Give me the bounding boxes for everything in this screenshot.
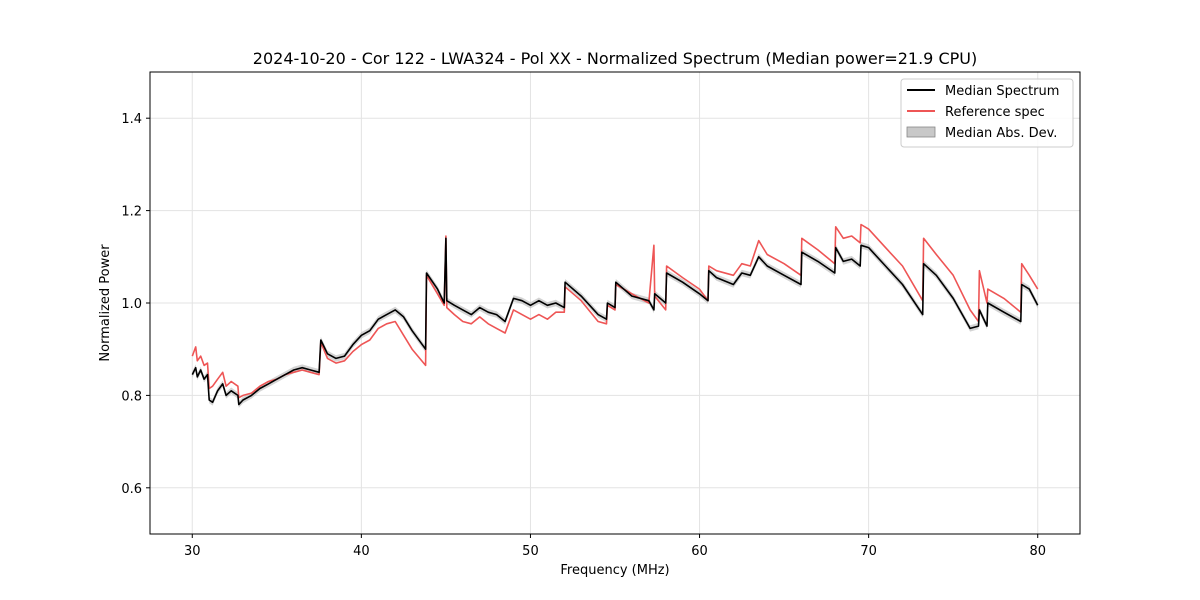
- legend-label-median: Median Spectrum: [945, 84, 1059, 99]
- y-tick-label: 0.6: [121, 482, 142, 497]
- x-axis-ticks: 30 40 50 60 70 80: [184, 534, 1046, 559]
- legend-label-reference: Reference spec: [945, 105, 1045, 120]
- y-tick-label: 0.8: [121, 389, 142, 404]
- y-axis-ticks: 0.6 0.8 1.0 1.2 1.4: [121, 112, 150, 497]
- y-tick-label: 1.2: [121, 205, 142, 220]
- plot-frame: [149, 71, 1081, 535]
- legend: Median Spectrum Reference spec Median Ab…: [900, 78, 1074, 148]
- y-axis-label: Normalized Power: [98, 244, 113, 362]
- legend-frame: [900, 78, 1074, 148]
- x-tick-label: 50: [522, 544, 539, 559]
- legend-label-mad: Median Abs. Dev.: [945, 126, 1057, 141]
- y-tick-label: 1.4: [121, 112, 142, 127]
- y-tick-label: 1.0: [121, 297, 142, 312]
- median-spectrum-line: [191, 237, 1039, 406]
- x-tick-label: 30: [184, 544, 201, 559]
- x-tick-label: 40: [353, 544, 370, 559]
- x-tick-label: 70: [860, 544, 877, 559]
- x-axis-label: Frequency (MHz): [560, 563, 669, 578]
- x-tick-label: 60: [691, 544, 708, 559]
- legend-swatch-mad: [906, 126, 936, 138]
- x-tick-label: 80: [1029, 544, 1046, 559]
- reference-spec-line: [191, 223, 1039, 399]
- chart-title: 2024-10-20 - Cor 122 - LWA324 - Pol XX -…: [253, 49, 977, 68]
